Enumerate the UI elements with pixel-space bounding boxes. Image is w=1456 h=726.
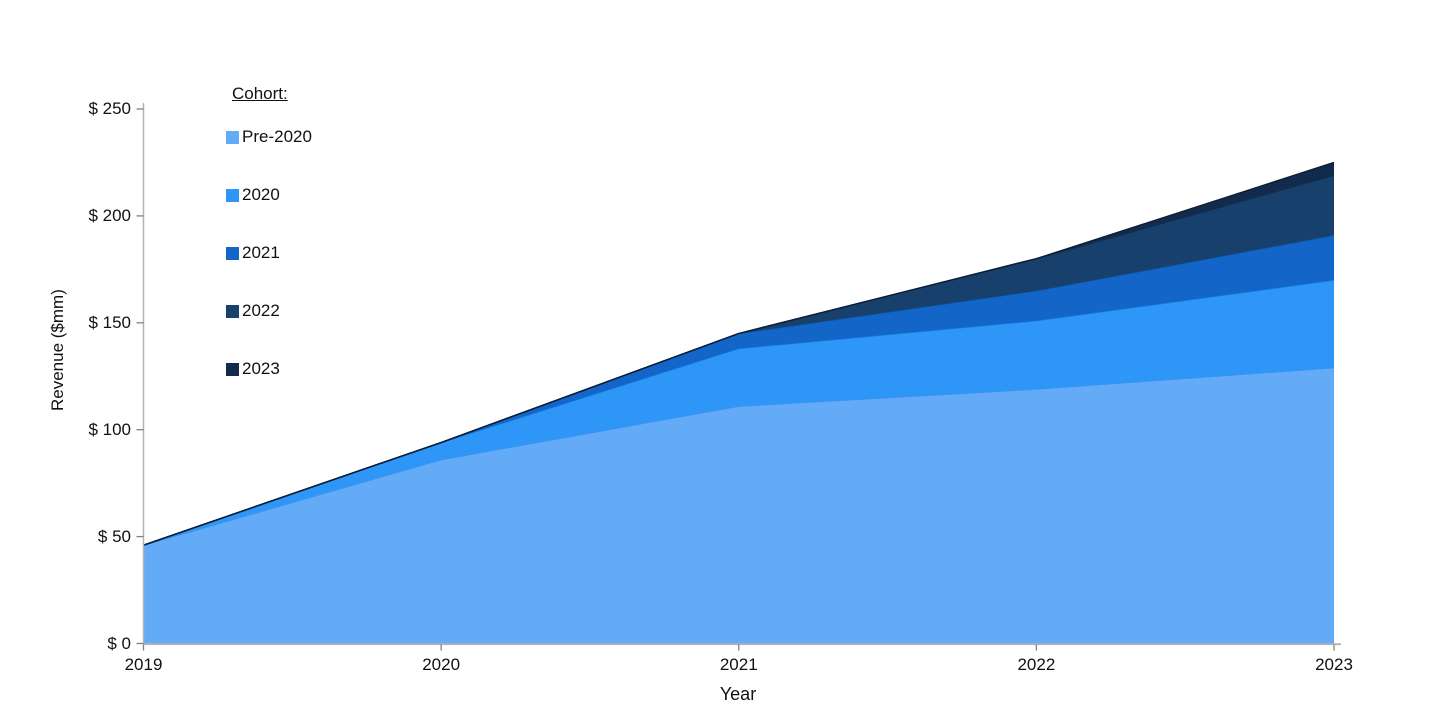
y-tick-label: $ 200: [88, 205, 131, 225]
legend-swatch-icon: [226, 246, 239, 260]
y-tick-label: $ 100: [88, 419, 131, 439]
legend-swatch-icon: [226, 188, 239, 202]
legend-label: 2020: [242, 185, 280, 204]
y-tick-label: $ 150: [88, 312, 131, 332]
legend: Cohort: Pre-2020 2020 2021 2022 2023: [226, 84, 312, 418]
legend-item-pre-2020: Pre-2020: [226, 127, 312, 146]
legend-item-2023: 2023: [226, 359, 312, 378]
y-tick-label: $ 0: [107, 633, 131, 653]
legend-swatch-icon: [226, 362, 239, 376]
y-tick-label: $ 250: [88, 99, 131, 118]
x-tick-label: 2023: [1315, 655, 1353, 674]
legend-item-2022: 2022: [226, 301, 312, 320]
x-axis-title: Year: [719, 684, 757, 704]
legend-swatch-icon: [226, 304, 239, 318]
area-band-pre-2020: [143, 367, 1334, 644]
legend-items: Pre-2020 2020 2021 2022 2023: [226, 127, 312, 378]
y-tick-label: $ 50: [97, 526, 131, 546]
x-tick-label: 2021: [719, 655, 758, 674]
x-tick-label: 2022: [1017, 655, 1056, 674]
legend-label: Pre-2020: [242, 127, 312, 146]
legend-title: Cohort:: [232, 84, 288, 103]
area-edge-2023: [143, 161, 1335, 546]
area-band-2021: [143, 235, 1334, 546]
legend-swatch-icon: [226, 130, 239, 144]
area-band-2020: [143, 280, 1334, 546]
legend-item-2020: 2020: [226, 185, 312, 204]
legend-label: 2022: [242, 301, 280, 320]
x-tick-label: 2019: [124, 655, 163, 674]
x-tick-label: 2020: [422, 655, 461, 674]
y-axis-title: Revenue ($mm): [48, 289, 67, 411]
area-band-2022: [143, 175, 1334, 546]
legend-label: 2021: [242, 243, 280, 262]
legend-item-2021: 2021: [226, 243, 312, 262]
legend-label: 2023: [242, 359, 280, 378]
